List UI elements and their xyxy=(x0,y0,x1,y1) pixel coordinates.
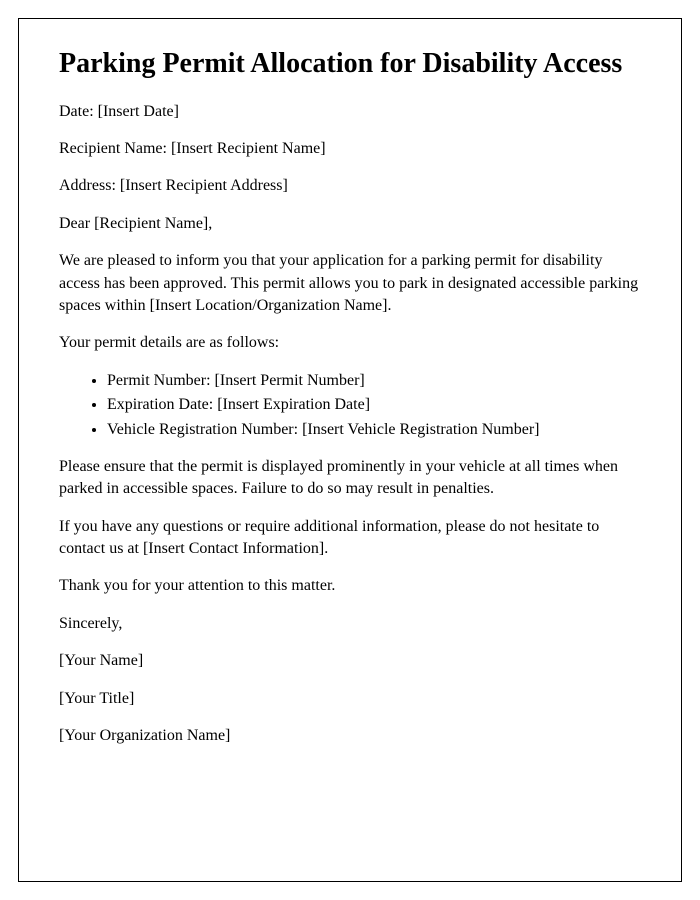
date-line: Date: [Insert Date] xyxy=(59,101,641,123)
body-paragraph-2: Your permit details are as follows: xyxy=(59,332,641,354)
body-paragraph-5: Thank you for your attention to this mat… xyxy=(59,575,641,597)
sender-organization: [Your Organization Name] xyxy=(59,725,641,747)
recipient-name-line: Recipient Name: [Insert Recipient Name] xyxy=(59,138,641,160)
body-paragraph-4: If you have any questions or require add… xyxy=(59,516,641,561)
closing: Sincerely, xyxy=(59,613,641,635)
list-item: Permit Number: [Insert Permit Number] xyxy=(107,370,641,392)
body-paragraph-1: We are pleased to inform you that your a… xyxy=(59,250,641,317)
document-title: Parking Permit Allocation for Disability… xyxy=(59,47,641,81)
sender-title: [Your Title] xyxy=(59,688,641,710)
list-item: Vehicle Registration Number: [Insert Veh… xyxy=(107,419,641,441)
permit-details-list: Permit Number: [Insert Permit Number] Ex… xyxy=(59,370,641,441)
salutation: Dear [Recipient Name], xyxy=(59,213,641,235)
list-item: Expiration Date: [Insert Expiration Date… xyxy=(107,394,641,416)
document-border: Parking Permit Allocation for Disability… xyxy=(18,18,682,882)
sender-name: [Your Name] xyxy=(59,650,641,672)
body-paragraph-3: Please ensure that the permit is display… xyxy=(59,456,641,501)
address-line: Address: [Insert Recipient Address] xyxy=(59,175,641,197)
